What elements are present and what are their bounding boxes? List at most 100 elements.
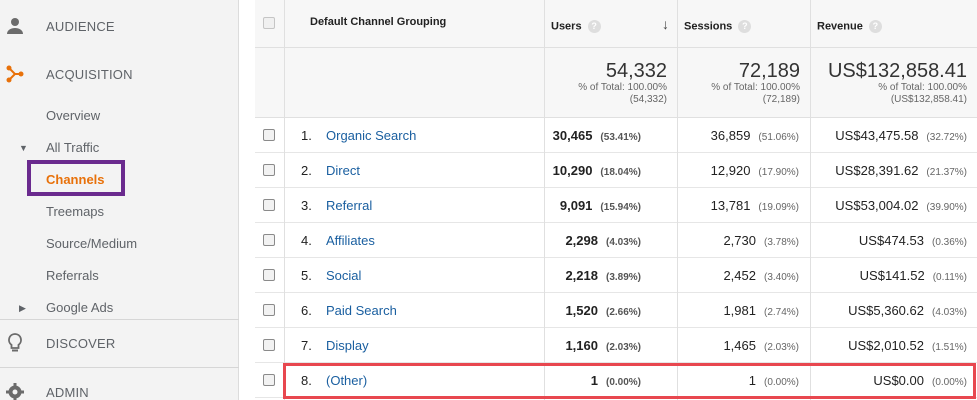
users-pct: (2.66%) xyxy=(605,307,641,318)
nav-discover[interactable]: DISCOVER xyxy=(0,323,239,363)
row-checkbox[interactable] xyxy=(263,339,275,351)
nav-audience-label: AUDIENCE xyxy=(46,18,115,34)
revenue-cell: US$43,475.58 (32.72%) xyxy=(835,128,967,143)
nav-treemaps[interactable]: Treemaps xyxy=(46,204,105,219)
col-header-sessions[interactable]: Sessions? xyxy=(684,20,752,33)
channel-link[interactable]: Referral xyxy=(326,198,373,213)
nav-referrals[interactable]: Referrals xyxy=(46,268,99,283)
totals-row: 54,332 % of Total: 100.00% (54,332) 72,1… xyxy=(255,48,977,118)
row-checkbox[interactable] xyxy=(263,304,275,316)
users-value: 30,465 xyxy=(552,128,593,143)
channel-link[interactable]: Social xyxy=(326,268,362,283)
channel-link[interactable]: Paid Search xyxy=(326,303,397,318)
nav-audience[interactable]: AUDIENCE xyxy=(0,6,239,46)
sessions-pct: (51.06%) xyxy=(758,132,799,143)
channel-link[interactable]: Direct xyxy=(326,163,360,178)
row-number: 4. xyxy=(301,233,312,248)
sessions-pct: (17.90%) xyxy=(758,167,799,178)
users-pct: (4.03%) xyxy=(605,237,641,248)
users-value: 1,160 xyxy=(565,338,598,353)
sessions-pct: (19.09%) xyxy=(758,202,799,213)
sessions-pct: (3.40%) xyxy=(763,272,799,283)
sessions-value: 12,920 xyxy=(710,163,751,178)
sessions-cell: 13,781 (19.09%) xyxy=(711,198,799,213)
row-number: 7. xyxy=(301,338,312,353)
revenue-cell: US$5,360.62 (4.03%) xyxy=(848,303,967,318)
col-header-revenue-label: Revenue xyxy=(817,20,863,33)
table-row: 2. Direct 10,290 (18.04%) 12,920 (17.90%) US$2… xyxy=(255,153,977,188)
channel-link[interactable]: Display xyxy=(326,338,369,353)
row-number: 3. xyxy=(301,198,312,213)
revenue-pct: (4.03%) xyxy=(931,307,967,318)
sidebar-divider xyxy=(0,367,239,368)
users-pct: (2.03%) xyxy=(605,342,641,353)
sessions-value: 1,465 xyxy=(723,338,756,353)
column-divider xyxy=(810,0,811,400)
column-divider xyxy=(677,0,678,400)
sessions-cell: 1,465 (2.03%) xyxy=(723,338,799,353)
revenue-pct: (39.90%) xyxy=(926,202,967,213)
row-checkbox[interactable] xyxy=(263,129,275,141)
channel-link[interactable]: Affiliates xyxy=(326,233,375,248)
total-sessions-abs: (72,189) xyxy=(762,94,800,105)
sessions-cell: 12,920 (17.90%) xyxy=(711,163,799,178)
total-revenue: US$132,858.41 % of Total: 100.00% (US$13… xyxy=(828,60,967,106)
table-row: 1. Organic Search 30,465 (53.41%) 36,859 (51.… xyxy=(255,118,977,153)
sessions-pct: (2.74%) xyxy=(763,307,799,318)
revenue-pct: (1.51%) xyxy=(931,342,967,353)
table-row: 3. Referral 9,091 (15.94%) 13,781 (19.09%) US$… xyxy=(255,188,977,223)
nav-acquisition[interactable]: ACQUISITION xyxy=(0,54,239,94)
nav-google-ads[interactable]: Google Ads xyxy=(46,300,114,315)
total-users-abs: (54,332) xyxy=(629,94,667,105)
users-pct: (15.94%) xyxy=(600,202,641,213)
row-checkbox[interactable] xyxy=(263,234,275,246)
row-number: 6. xyxy=(301,303,312,318)
gear-icon xyxy=(4,381,26,400)
col-header-dimension[interactable]: Default Channel Grouping xyxy=(310,16,447,28)
users-value: 2,298 xyxy=(565,233,598,248)
revenue-cell: US$2,010.52 (1.51%) xyxy=(848,338,967,353)
revenue-cell: US$28,391.62 (21.37%) xyxy=(835,163,967,178)
row-number: 5. xyxy=(301,268,312,283)
total-users-pct: % of Total: 100.00% xyxy=(578,82,667,93)
help-icon[interactable]: ? xyxy=(868,20,882,33)
channel-link[interactable]: Organic Search xyxy=(326,128,417,143)
users-value: 1 xyxy=(590,373,598,388)
revenue-pct: (0.00%) xyxy=(931,377,967,388)
nav-all-traffic[interactable]: All Traffic xyxy=(46,140,100,155)
total-revenue-abs: (US$132,858.41) xyxy=(890,94,967,105)
users-cell: 1,160 (2.03%) xyxy=(565,338,641,353)
row-checkbox[interactable] xyxy=(263,199,275,211)
row-number: 2. xyxy=(301,163,312,178)
revenue-pct: (0.36%) xyxy=(931,237,967,248)
nav-channels[interactable]: Channels xyxy=(46,172,105,187)
nav-overview[interactable]: Overview xyxy=(46,108,101,123)
revenue-value: US$141.52 xyxy=(859,268,925,283)
caret-right-icon[interactable]: ▶ xyxy=(19,303,26,313)
revenue-cell: US$474.53 (0.36%) xyxy=(859,233,967,248)
revenue-cell: US$141.52 (0.11%) xyxy=(860,268,967,283)
channel-link[interactable]: (Other) xyxy=(326,373,368,388)
help-icon[interactable]: ? xyxy=(587,20,601,33)
select-all-checkbox[interactable] xyxy=(263,17,275,29)
row-number: 1. xyxy=(301,128,312,143)
col-header-revenue[interactable]: Revenue? xyxy=(817,20,882,33)
nav-acquisition-label: ACQUISITION xyxy=(46,66,133,82)
users-pct: (53.41%) xyxy=(600,132,641,143)
nav-admin[interactable]: ADMIN xyxy=(0,372,239,400)
sessions-pct: (0.00%) xyxy=(763,377,799,388)
sessions-value: 2,452 xyxy=(723,268,756,283)
nav-source-medium[interactable]: Source/Medium xyxy=(46,236,138,251)
total-revenue-pct: % of Total: 100.00% xyxy=(878,82,967,93)
sort-down-arrow-icon[interactable]: ↓ xyxy=(662,16,669,32)
caret-down-icon[interactable]: ▼ xyxy=(19,143,28,153)
revenue-cell: US$0.00 (0.00%) xyxy=(873,373,967,388)
row-checkbox[interactable] xyxy=(263,164,275,176)
row-checkbox[interactable] xyxy=(263,269,275,281)
col-header-users[interactable]: Users? xyxy=(551,20,601,33)
nav-admin-label: ADMIN xyxy=(46,384,89,400)
row-checkbox[interactable] xyxy=(263,374,275,386)
help-icon[interactable]: ? xyxy=(738,20,752,33)
sidebar-divider xyxy=(0,319,239,320)
channels-highlight-box xyxy=(27,160,125,196)
